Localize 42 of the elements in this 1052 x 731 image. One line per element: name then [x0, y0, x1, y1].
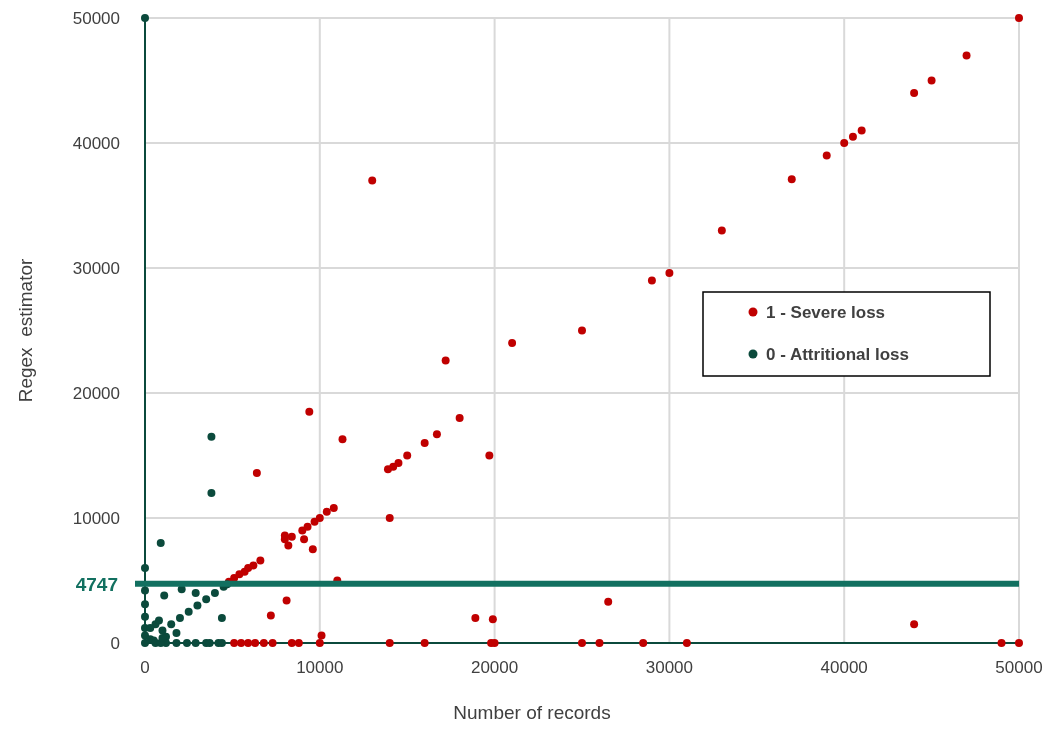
point: [141, 586, 149, 595]
x-tick-label: 50000: [995, 658, 1043, 677]
legend-label: 1 - Severe loss: [766, 303, 886, 322]
y-axis-title: Regex estimator: [15, 258, 36, 403]
point: [141, 600, 149, 609]
y-tick-label: 40000: [72, 134, 120, 153]
point: [141, 564, 149, 572]
point: [184, 607, 193, 616]
point: [202, 595, 211, 604]
x-tick-label: 10000: [296, 658, 344, 677]
y-tick-label: 30000: [72, 259, 120, 278]
point: [207, 432, 216, 441]
y-tick-label: 10000: [72, 509, 120, 528]
point: [146, 624, 155, 632]
point: [167, 620, 176, 629]
point: [207, 489, 216, 497]
point: [172, 629, 181, 637]
point: [141, 639, 149, 647]
point: [141, 14, 149, 22]
point: [182, 639, 191, 647]
y-tick-label: 50000: [72, 9, 120, 28]
x-tick-label: 40000: [820, 658, 868, 677]
y-tick-label: 20000: [72, 384, 120, 403]
legend-label: 0 - Attritional loss: [766, 345, 909, 364]
point: [175, 614, 184, 622]
x-tick-label: 0: [140, 658, 150, 677]
point: [191, 589, 200, 597]
point: [160, 591, 169, 600]
x-tick-label: 30000: [645, 658, 694, 677]
x-axis-title: Number of records: [453, 702, 611, 723]
point: [193, 601, 202, 610]
point: [156, 539, 165, 547]
point: [141, 612, 149, 621]
point: [217, 614, 226, 622]
point: [172, 639, 181, 647]
ref-line-label: 4747: [75, 573, 118, 595]
point: [210, 589, 219, 597]
point: [158, 626, 167, 635]
y-tick-label: 0: [110, 634, 120, 653]
point: [191, 639, 200, 647]
point: [154, 616, 163, 625]
x-tick-label: 20000: [470, 658, 519, 677]
